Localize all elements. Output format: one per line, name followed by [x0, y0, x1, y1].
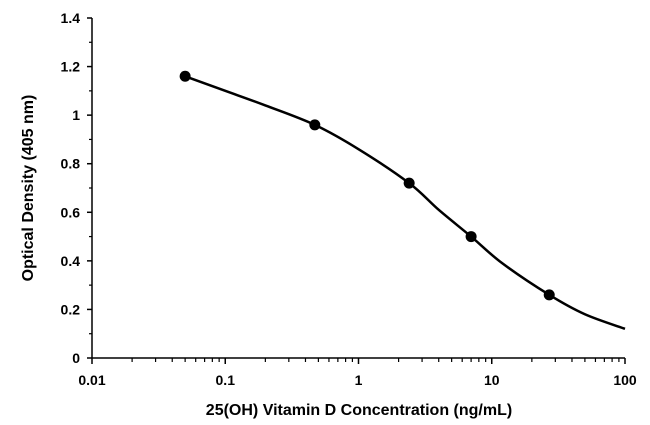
x-tick-label: 0.1 — [216, 372, 236, 388]
x-tick-label: 100 — [613, 372, 637, 388]
y-tick-label: 0.4 — [61, 253, 81, 269]
y-tick-label: 1 — [72, 107, 80, 123]
y-tick-label: 1.2 — [61, 59, 81, 75]
y-axis-ticks: 0 0.2 0.4 0.6 0.8 1 1.2 1.4 — [61, 10, 92, 366]
x-tick-label: 0.01 — [78, 372, 105, 388]
y-tick-label: 0.6 — [61, 204, 81, 220]
y-axis-title: Optical Density (405 nm) — [20, 95, 37, 282]
data-points — [179, 70, 555, 301]
data-point — [179, 70, 191, 82]
y-tick-label: 0.2 — [61, 301, 81, 317]
y-tick-label: 0.8 — [61, 156, 81, 172]
x-axis-ticks: 0.01 0.1 1 10 100 — [78, 358, 637, 388]
x-tick-label: 10 — [484, 372, 500, 388]
data-point — [465, 231, 477, 243]
data-point — [403, 177, 415, 189]
x-tick-label: 1 — [355, 372, 363, 388]
data-point — [309, 119, 321, 131]
y-tick-label: 1.4 — [61, 10, 81, 26]
data-point — [543, 289, 555, 301]
y-tick-label: 0 — [72, 350, 80, 366]
x-axis-title: 25(OH) Vitamin D Concentration (ng/mL) — [206, 402, 512, 419]
fit-curve-line — [184, 75, 626, 331]
